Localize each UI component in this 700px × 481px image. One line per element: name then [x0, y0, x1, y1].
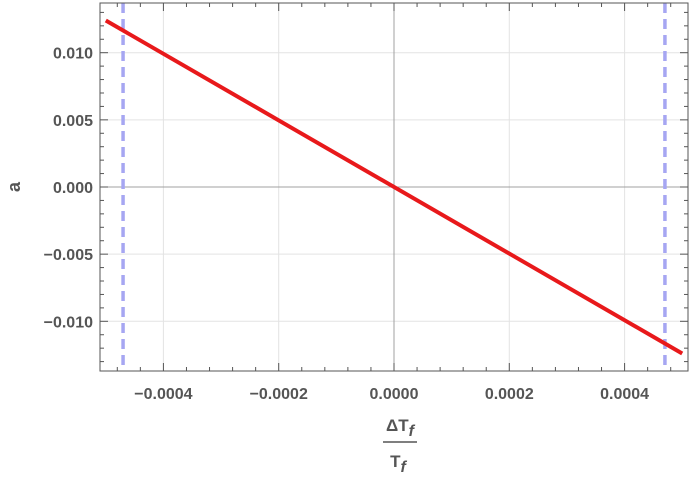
- x-label-denominator: Tf: [390, 452, 407, 476]
- y-tick-label: 0.000: [53, 180, 93, 197]
- x-tick-label: −0.0004: [134, 386, 192, 403]
- x-tick-label: 0.0004: [600, 386, 649, 403]
- tick-marks: [100, 3, 688, 371]
- y-tick-label: −0.010: [44, 314, 93, 331]
- x-axis-label: ΔTf Tf: [383, 416, 417, 476]
- x-tick-label: −0.0002: [250, 386, 308, 403]
- y-tick-label: −0.005: [44, 247, 93, 264]
- series-layer: [104, 18, 684, 356]
- x-tick-label: 0.0002: [485, 386, 534, 403]
- series-line: [104, 18, 684, 356]
- y-axis-label: a: [4, 181, 24, 192]
- x-label-numerator: ΔTf: [386, 416, 416, 440]
- tick-labels: −0.0004 −0.0002 0.0000 0.0002 0.0004 −0.010 −0…: [44, 46, 650, 403]
- y-tick-label: 0.010: [53, 46, 93, 63]
- y-tick-label: 0.005: [53, 113, 93, 130]
- x-tick-label: 0.0000: [370, 386, 419, 403]
- reference-lines: [121, 3, 667, 371]
